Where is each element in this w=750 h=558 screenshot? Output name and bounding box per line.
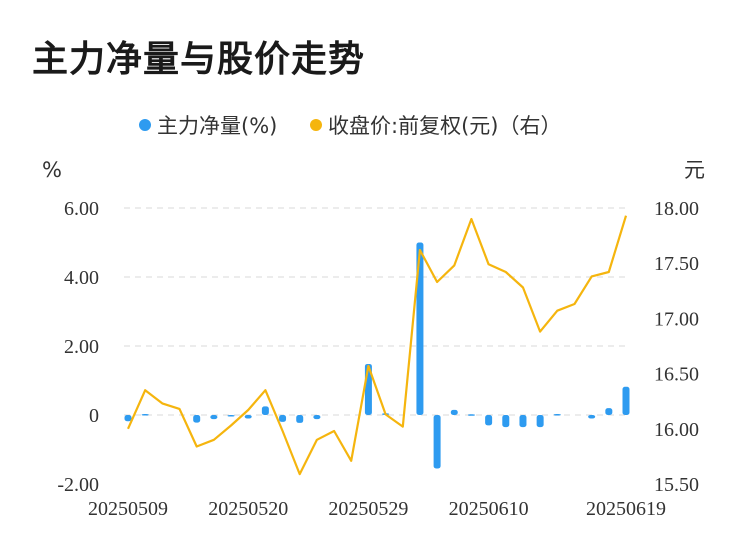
bar [588,415,596,419]
x-tick-label: 20250520 [208,498,288,520]
right-axis-unit: 元 [684,158,705,182]
right-tick-label: 17.50 [654,253,699,275]
left-axis-unit: % [42,158,62,182]
bar [467,414,475,416]
legend-bar-marker [139,119,151,131]
left-axis-ticks: -2.00 0 2.00 4.00 6.00 [57,198,99,496]
right-tick-label: 17.00 [654,308,699,330]
bar [519,415,527,428]
bar [296,415,304,423]
bar [416,242,424,415]
bar [605,408,613,415]
bar [433,415,441,469]
grid-lines [124,207,630,416]
bar [244,415,252,419]
bar [622,386,630,415]
bar [261,406,269,415]
left-tick-label: 2.00 [64,336,99,358]
left-tick-label: 0 [89,405,99,427]
right-tick-label: 16.00 [654,419,699,441]
x-tick-label: 20250619 [586,498,666,520]
legend-series1-label: 主力净量(%) [157,114,277,138]
bar [279,415,287,422]
left-tick-label: -2.00 [57,474,99,496]
bar [193,415,201,423]
legend[interactable]: 主力净量(%) 收盘价:前复权(元)（右） [139,114,561,138]
right-tick-label: 18.00 [654,198,699,220]
left-tick-label: 6.00 [64,198,99,220]
right-axis-ticks: 15.50 16.00 16.50 17.00 17.50 18.00 [654,198,699,496]
bar [553,413,561,416]
bar [502,415,510,428]
bar [450,409,458,415]
x-tick-label: 20250509 [88,498,168,520]
bar [313,415,321,420]
price-line [126,215,628,476]
bar [210,415,218,420]
line-series [126,215,628,476]
legend-series2-label: 收盘价:前复权(元)（右） [328,114,561,138]
x-tick-label: 20250610 [449,498,529,520]
chart-title: 主力净量与股价走势 [32,39,366,80]
bar [227,415,235,417]
right-tick-label: 16.50 [654,364,699,386]
bar [485,415,493,426]
bar [124,415,132,422]
right-tick-label: 15.50 [654,474,699,496]
legend-line-marker [310,119,322,131]
left-tick-label: 4.00 [64,267,99,289]
bar [536,415,544,428]
x-axis-ticks: 20250509 20250520 20250529 20250610 20250619 [88,498,666,520]
bar [141,413,149,416]
x-tick-label: 20250529 [328,498,408,520]
